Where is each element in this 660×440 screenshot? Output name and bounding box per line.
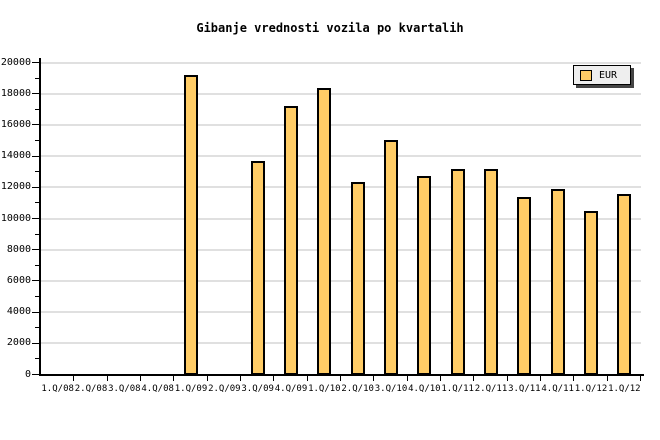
x-boundary-tick — [573, 375, 575, 381]
bar — [184, 75, 198, 376]
x-boundary-tick — [373, 375, 375, 381]
y-tick-label: 12000 — [0, 181, 31, 193]
y-tick-label: 10000 — [0, 212, 31, 224]
y-tick-label: 18000 — [0, 87, 31, 99]
legend-label: EUR — [599, 69, 618, 81]
y-gridline — [41, 186, 641, 189]
x-tick-label: 4.Q/11 — [541, 384, 574, 394]
y-major-tick — [32, 62, 41, 64]
x-tick-label: 1.Q/08 — [41, 384, 74, 394]
x-boundary-tick — [540, 375, 541, 381]
y-gridline — [41, 123, 641, 126]
chart-title: Gibanje vrednosti vozila po kvartalih — [196, 21, 464, 35]
x-tick-label: 3.Q/09 — [241, 384, 274, 394]
x-tick-label: 2.Q/08 — [74, 384, 108, 394]
y-minor-tick — [35, 140, 41, 142]
x-tick-label: 4.Q/10 — [408, 384, 441, 394]
bar — [250, 160, 265, 376]
x-boundary-tick — [406, 375, 408, 381]
y-minor-tick — [35, 77, 41, 79]
legend: EUR — [573, 65, 631, 85]
y-minor-tick — [35, 358, 41, 360]
y-major-tick — [32, 311, 41, 313]
x-tick-label: 4.Q/09 — [274, 384, 308, 394]
y-minor-tick — [35, 264, 41, 266]
x-boundary-tick — [73, 375, 75, 381]
bar — [584, 210, 598, 376]
y-major-tick — [32, 93, 41, 95]
x-tick-label: 1.Q/09 — [174, 384, 208, 394]
y-major-tick — [32, 374, 41, 375]
x-tick-label: 3.Q/08 — [108, 384, 141, 394]
y-gridline — [41, 217, 641, 220]
legend-swatch-eur — [580, 69, 592, 81]
x-tick-label: 1.Q/10 — [308, 384, 341, 394]
y-gridline — [41, 248, 641, 251]
x-axis-line — [39, 373, 644, 376]
x-tick-label: 1.Q/11 — [441, 384, 474, 394]
bar — [517, 196, 532, 376]
y-tick-label: 2000 — [6, 337, 31, 349]
bar — [484, 168, 498, 376]
y-major-tick — [32, 124, 41, 126]
y-gridline — [41, 279, 641, 282]
bar — [617, 194, 632, 376]
bar — [350, 181, 365, 376]
bar — [417, 176, 432, 376]
y-gridline — [41, 311, 641, 314]
x-tick-label: 3.Q/10 — [374, 384, 408, 394]
y-tick-label: 4000 — [6, 306, 31, 318]
x-boundary-tick — [506, 375, 508, 381]
y-minor-tick — [35, 108, 41, 110]
bar — [384, 139, 398, 376]
y-tick-label: 6000 — [6, 274, 31, 286]
x-boundary-tick — [106, 375, 108, 381]
x-boundary-tick — [206, 375, 208, 381]
x-boundary-tick — [340, 375, 341, 381]
y-gridline — [41, 61, 641, 64]
x-boundary-tick — [306, 375, 308, 381]
y-minor-tick — [35, 202, 41, 204]
x-boundary-tick — [173, 375, 175, 381]
y-major-tick — [32, 186, 41, 188]
y-gridline — [41, 155, 641, 158]
y-minor-tick — [35, 171, 41, 173]
y-axis-line — [39, 58, 41, 376]
y-major-tick — [32, 218, 41, 220]
y-major-tick — [32, 249, 41, 251]
y-gridline — [41, 92, 641, 95]
x-boundary-tick — [240, 375, 241, 381]
x-tick-label: 1.Q/12 — [574, 384, 608, 394]
x-tick-label: 4.Q/08 — [141, 384, 174, 394]
x-boundary-tick — [440, 375, 441, 381]
y-tick-label: 16000 — [0, 118, 31, 130]
bar — [550, 188, 565, 376]
x-boundary-tick — [640, 375, 641, 381]
y-tick-label: 0 — [24, 368, 31, 380]
x-boundary-tick — [140, 375, 141, 381]
x-boundary-tick — [273, 375, 275, 381]
x-tick-label: 2.Q/11 — [474, 384, 508, 394]
y-major-tick — [32, 155, 41, 157]
y-tick-label: 8000 — [6, 243, 31, 255]
y-tick-label: 14000 — [0, 150, 31, 162]
y-minor-tick — [35, 233, 41, 235]
x-tick-label: 1.Q/12 — [608, 384, 641, 394]
y-major-tick — [32, 342, 41, 344]
x-tick-label: 2.Q/10 — [341, 384, 374, 394]
bar — [450, 168, 465, 376]
x-boundary-tick — [606, 375, 608, 381]
x-boundary-tick — [473, 375, 475, 381]
y-gridline — [41, 342, 641, 345]
y-major-tick — [32, 280, 41, 282]
bar — [284, 106, 298, 376]
y-tick-label: 20000 — [0, 56, 31, 68]
y-minor-tick — [35, 296, 41, 298]
bar — [317, 87, 332, 376]
y-minor-tick — [35, 327, 41, 329]
x-tick-label: 2.Q/09 — [208, 384, 241, 394]
x-tick-label: 3.Q/11 — [508, 384, 541, 394]
